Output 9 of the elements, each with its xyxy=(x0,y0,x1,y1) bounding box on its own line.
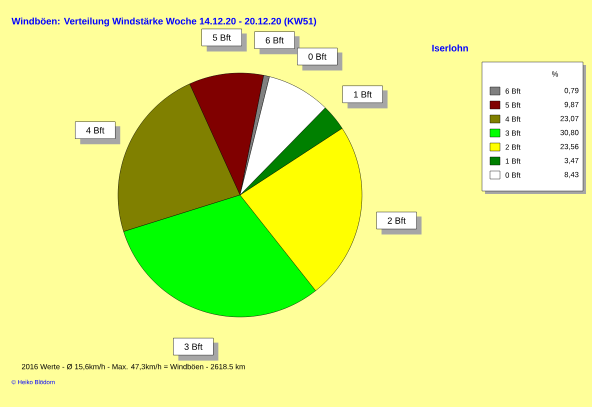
slice-label: 1 Bft xyxy=(354,91,372,98)
slice-label: 0 Bft xyxy=(308,53,326,60)
category-label: 5 Bft xyxy=(212,34,231,41)
slice-label: 3 Bft xyxy=(184,343,202,350)
slice-label: 4 Bft xyxy=(86,126,104,134)
chart-title: Windböen: Verteilung Windstärke Woche 14.12.20 - 20.12.20 (KW51) xyxy=(12,18,316,26)
category-label: 6 Bft xyxy=(266,36,284,44)
slice-label: 2 Bft xyxy=(388,217,406,224)
chart-subtitle: Iserlohn xyxy=(432,44,468,52)
